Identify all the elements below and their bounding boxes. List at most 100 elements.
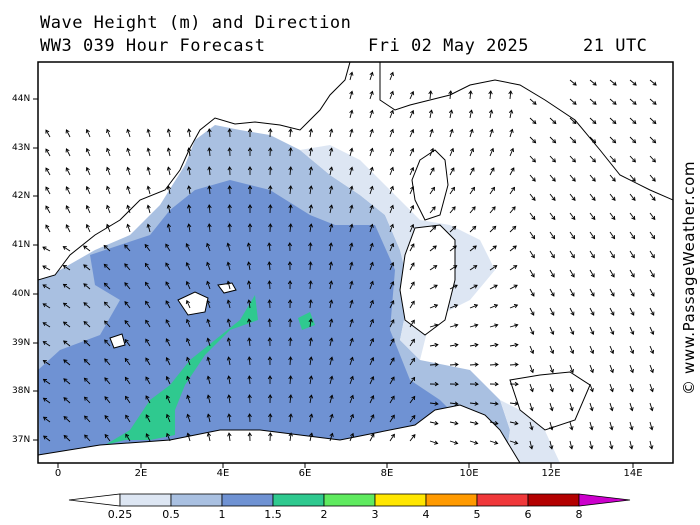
wave-arrow xyxy=(62,302,71,309)
wave-arrow xyxy=(509,128,514,138)
wave-arrow xyxy=(308,204,314,214)
wave-arrow xyxy=(146,223,151,233)
wave-arrow xyxy=(85,166,91,176)
wave-arrow xyxy=(449,323,459,328)
wave-arrow xyxy=(349,299,354,309)
wave-arrow xyxy=(227,185,232,195)
wave-arrow xyxy=(569,345,575,355)
wave-arrow xyxy=(145,414,151,423)
wave-arrow xyxy=(489,401,499,406)
colorbar-swatch xyxy=(323,493,376,507)
wave-arrow xyxy=(185,318,191,328)
wave-arrow xyxy=(207,223,212,233)
wave-arrow xyxy=(409,300,415,309)
wave-arrow xyxy=(649,307,655,316)
land-sardinia xyxy=(399,224,456,336)
wave-arrow xyxy=(389,128,394,138)
wave-arrow xyxy=(83,339,91,347)
lat-label: 37N xyxy=(12,435,31,445)
wave-arrow xyxy=(308,128,314,138)
wave-arrow xyxy=(62,283,71,290)
wave-arrow xyxy=(449,342,459,348)
wave-arrow xyxy=(609,421,614,431)
wave-arrow xyxy=(569,212,576,221)
wave-arrow xyxy=(489,440,499,445)
wave-arrow xyxy=(489,323,499,328)
wave-arrow xyxy=(207,185,212,195)
lat-label: 41N xyxy=(12,240,31,250)
wave-arrow xyxy=(85,147,91,157)
wave-arrow xyxy=(549,326,555,335)
wave-arrow xyxy=(489,128,494,138)
lon-label: 14E xyxy=(623,468,643,479)
wave-arrow xyxy=(469,225,477,233)
wave-arrow xyxy=(529,364,534,374)
wave-arrow xyxy=(267,242,272,252)
wave-arrow xyxy=(409,223,415,233)
wave-arrow xyxy=(288,337,293,347)
wave-arrow xyxy=(165,413,171,423)
wave-arrow xyxy=(308,413,314,423)
wave-arrow xyxy=(449,245,457,252)
wave-arrow xyxy=(389,376,395,385)
wave-arrow xyxy=(165,394,171,404)
wave-arrow xyxy=(85,223,91,233)
wave-arrow xyxy=(428,109,434,119)
wave-arrow xyxy=(227,166,232,176)
colorbar-label: 5 xyxy=(473,508,481,521)
wave-arrow xyxy=(469,304,479,309)
wave-arrow xyxy=(308,185,314,195)
wave-arrow xyxy=(569,174,576,182)
lon-label: 2E xyxy=(134,468,148,479)
wave-arrow xyxy=(429,167,435,176)
wave-arrow xyxy=(247,337,252,347)
colorbar-swatch xyxy=(221,493,274,507)
wave-arrow xyxy=(104,339,111,347)
wave-arrow xyxy=(85,128,91,138)
wave-arrow xyxy=(509,362,519,367)
wave-arrow xyxy=(145,433,151,442)
wave-arrow xyxy=(185,280,191,290)
wave-arrow xyxy=(369,147,374,157)
wave-arrow xyxy=(42,360,51,366)
wave-arrow xyxy=(469,167,475,176)
wave-arrow xyxy=(308,299,313,309)
wave-arrow xyxy=(328,166,334,176)
wave-arrow xyxy=(227,223,232,233)
wave-arrow xyxy=(206,356,211,366)
wave-arrow xyxy=(268,413,273,423)
wave-arrow xyxy=(589,440,594,450)
wave-arrow xyxy=(166,223,172,233)
wave-arrow xyxy=(649,364,654,374)
wave-arrow xyxy=(609,98,617,105)
wave-arrow xyxy=(42,303,51,309)
wave-arrow xyxy=(43,435,51,442)
wave-arrow xyxy=(469,381,479,387)
wave-arrow xyxy=(589,79,597,86)
wave-arrow xyxy=(146,166,151,176)
wave-arrow xyxy=(247,318,252,328)
wave-arrow xyxy=(449,186,455,195)
wave-arrow xyxy=(629,231,636,240)
wave-arrow xyxy=(508,90,513,100)
wave-arrow xyxy=(349,261,354,271)
wave-arrow xyxy=(389,300,395,309)
wave-arrow xyxy=(389,261,395,271)
wave-arrow xyxy=(649,440,654,450)
wave-arrow xyxy=(308,394,314,404)
wave-arrow xyxy=(186,166,192,176)
wave-arrow xyxy=(288,318,293,328)
lat-label: 44N xyxy=(12,94,31,104)
wave-arrow xyxy=(649,288,655,297)
wave-arrow xyxy=(287,299,293,309)
wave-arrow xyxy=(268,147,273,157)
wave-arrow xyxy=(469,186,475,195)
wave-arrow xyxy=(509,381,519,387)
wave-arrow xyxy=(124,357,131,366)
wave-arrow xyxy=(309,432,314,442)
wave-arrow xyxy=(349,147,354,157)
lat-label: 43N xyxy=(12,143,31,153)
wave-band-1-1.5 xyxy=(38,180,490,463)
wave-arrow xyxy=(629,117,637,125)
wave-arrow xyxy=(649,117,657,125)
